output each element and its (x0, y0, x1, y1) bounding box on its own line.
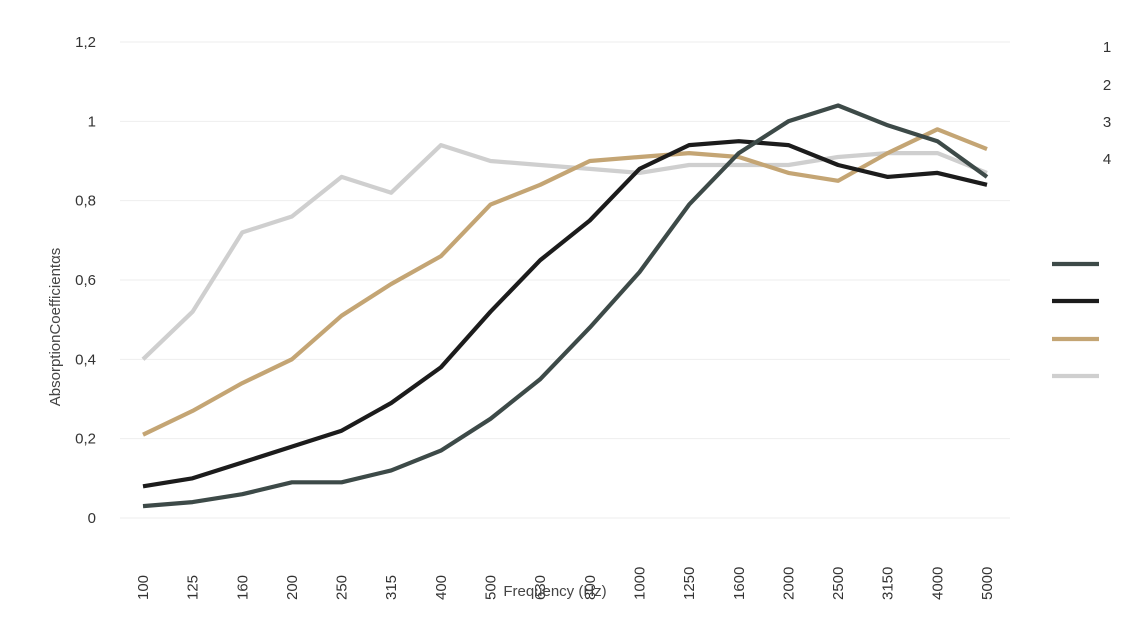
legend-number: 2 (1103, 77, 1111, 94)
y-axis-title: AbsorptionCoefficientαs (47, 248, 64, 406)
series-line-4 (141, 143, 988, 361)
x-tick-label: 200 (284, 575, 301, 600)
x-tick-label: 500 (483, 575, 500, 600)
x-axis-title: Frequency (Hz) (503, 583, 606, 600)
x-tick-label: 400 (433, 575, 450, 600)
legend: 1 2 3 4 (1052, 39, 1111, 379)
x-tick-label: 315 (383, 575, 400, 600)
legend-number: 3 (1103, 114, 1111, 131)
x-tick-label: 3150 (880, 567, 897, 600)
x-tick-label: 1250 (681, 567, 698, 600)
y-tick-label: 0,6 (75, 272, 96, 289)
series-line-3 (142, 127, 988, 437)
x-tick-label: 125 (185, 575, 202, 600)
legend-number: 4 (1103, 151, 1111, 168)
y-tick-label: 0,8 (75, 193, 96, 210)
x-tick-label: 2000 (780, 567, 797, 600)
series-line-1 (142, 103, 989, 509)
grid (120, 41, 1010, 519)
y-tick-label: 0,2 (75, 431, 96, 448)
y-tick-label: 1 (88, 113, 96, 130)
x-tick-label: 1600 (731, 567, 748, 600)
y-tick-label: 1,2 (75, 34, 96, 51)
y-tick-label: 0,4 (75, 351, 96, 368)
x-tick-label: 5000 (979, 567, 996, 600)
x-axis-ticks: 100 125 160 200 250 315 400 500 630 800 1000 1250 16… (135, 567, 996, 600)
y-tick-label: 0 (88, 510, 96, 527)
series-lines (141, 103, 989, 509)
y-axis-ticks: 0 0,2 0,4 0,6 0,8 1 1,2 (75, 34, 96, 527)
x-tick-label: 4000 (929, 567, 946, 600)
x-tick-label: 800 (582, 575, 599, 600)
x-tick-label: 250 (334, 575, 351, 600)
x-tick-label: 100 (135, 575, 152, 600)
x-tick-label: 1000 (631, 567, 648, 600)
x-tick-label: 630 (532, 575, 549, 600)
x-tick-label: 2500 (830, 567, 847, 600)
series-line-2 (142, 139, 988, 489)
legend-number: 1 (1103, 39, 1111, 56)
x-tick-label: 160 (234, 575, 251, 600)
